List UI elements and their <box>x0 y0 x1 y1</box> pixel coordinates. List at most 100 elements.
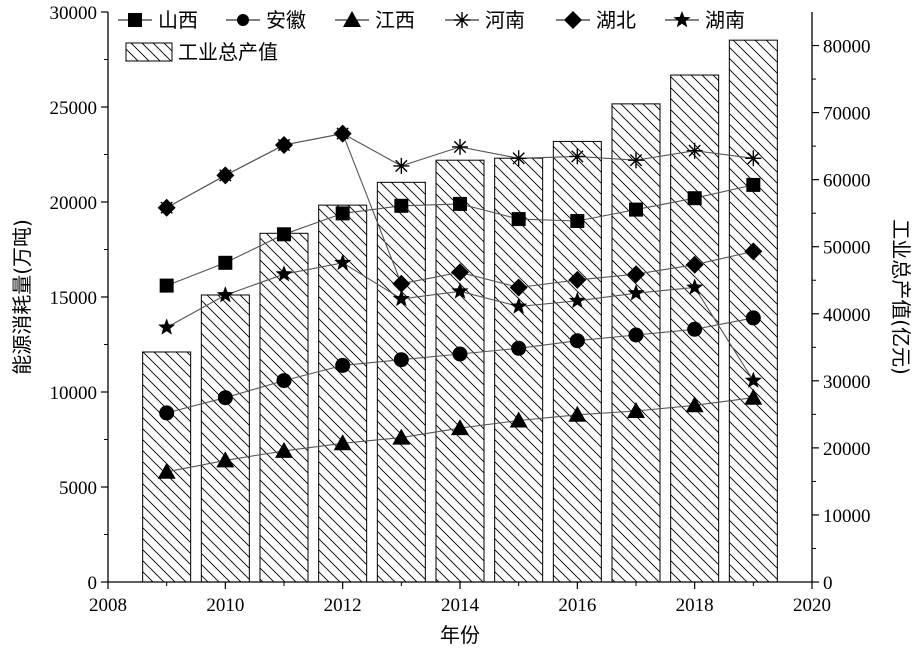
left-y-axis-title: 能源消耗量(万吨) <box>10 219 34 375</box>
point-asterisk-2015 <box>510 150 527 167</box>
point-square-2019 <box>746 177 761 192</box>
point-asterisk-2017 <box>628 152 644 169</box>
right-y-tick-label: 0 <box>823 573 833 594</box>
point-square-2011 <box>277 227 291 242</box>
point-diamond-2012 <box>333 124 352 143</box>
point-circle-2009 <box>159 405 175 421</box>
point-star-2014 <box>451 282 469 299</box>
point-square-2015 <box>511 212 526 227</box>
point-star-2011 <box>275 265 293 282</box>
legend-label: 山西 <box>158 8 198 32</box>
point-diamond-2017 <box>627 265 645 284</box>
point-star-2016 <box>568 291 586 309</box>
right-y-tick-label: 10000 <box>823 506 871 527</box>
legend-item-circle: 安徽 <box>226 8 306 32</box>
point-asterisk-2018 <box>686 142 703 159</box>
point-asterisk-2014 <box>452 138 468 155</box>
point-triangle-2009 <box>157 462 176 479</box>
point-square-2017 <box>629 202 643 217</box>
axes-layer: 2008 2010 2012 2014 2016 2018 2020050001000015… <box>50 3 871 616</box>
bar-2017 <box>611 103 661 583</box>
point-circle-2014 <box>452 346 468 362</box>
legend-item-triangle: 江西 <box>335 8 415 32</box>
bar-2012 <box>318 204 368 583</box>
x-axis-title: 年份 <box>440 623 480 647</box>
legend-label: 河南 <box>485 8 525 32</box>
point-triangle-2013 <box>392 428 411 445</box>
point-triangle-2018 <box>685 396 704 413</box>
point-star-2012 <box>334 253 352 271</box>
point-triangle-2016 <box>568 405 587 422</box>
legend-label: 湖南 <box>705 8 745 32</box>
point-square-2018 <box>687 191 702 206</box>
bars-layer <box>142 39 778 583</box>
point-square-2014 <box>453 196 467 211</box>
bar-2014 <box>435 159 485 583</box>
legend-symbol <box>128 13 142 27</box>
right-y-tick-label: 80000 <box>823 37 871 58</box>
legend-symbol <box>564 11 582 29</box>
point-circle-2013 <box>393 352 409 368</box>
point-circle-2015 <box>511 340 527 356</box>
left-y-tick-label: 30000 <box>50 3 98 24</box>
lines-layer <box>157 124 763 479</box>
x-tick-label: 2008 <box>89 595 127 616</box>
point-triangle-2010 <box>216 451 235 468</box>
legend-item-diamond: 湖北 <box>556 8 636 32</box>
legend-symbol <box>454 12 470 28</box>
bar-2016 <box>552 140 602 583</box>
right-y-tick-label: 30000 <box>823 372 871 393</box>
point-triangle-2012 <box>333 434 352 451</box>
legend-label: 湖北 <box>596 8 636 32</box>
point-star-2019 <box>744 371 762 388</box>
right-y-tick-label: 20000 <box>823 439 871 460</box>
x-tick-label: 2018 <box>676 595 714 616</box>
point-triangle-2019 <box>744 388 763 405</box>
legend-bar-swatch <box>125 42 173 62</box>
left-y-tick-label: 5000 <box>59 478 97 499</box>
series-star <box>158 253 762 388</box>
point-diamond-2014 <box>451 263 469 282</box>
point-square-2009 <box>159 278 174 293</box>
point-square-2010 <box>218 255 233 270</box>
point-square-2013 <box>394 198 409 213</box>
x-tick-label: 2020 <box>793 595 831 616</box>
point-circle-2016 <box>569 333 585 349</box>
x-tick-label: 2010 <box>206 595 244 616</box>
point-diamond-2010 <box>216 166 235 185</box>
point-triangle-2011 <box>275 441 293 458</box>
legend-item-asterisk: 河南 <box>445 8 525 32</box>
point-diamond-2018 <box>685 255 704 274</box>
legend-item-star: 湖南 <box>665 8 745 32</box>
point-triangle-2015 <box>509 411 528 428</box>
point-asterisk-2016 <box>569 148 586 165</box>
point-triangle-2017 <box>627 402 645 418</box>
left-y-tick-label: 20000 <box>50 193 98 214</box>
right-y-tick-label: 50000 <box>823 238 871 259</box>
point-asterisk-2013 <box>393 157 410 174</box>
point-square-2016 <box>570 214 585 228</box>
point-star-2018 <box>686 278 704 295</box>
legend-label: 安徽 <box>266 8 306 32</box>
series-circle <box>159 310 761 421</box>
point-circle-2019 <box>745 310 761 326</box>
bar-2013 <box>376 181 426 583</box>
legend-symbol <box>343 11 361 27</box>
legend-label: 工业总产值 <box>178 40 278 64</box>
point-circle-2012 <box>335 357 351 373</box>
point-diamond-2013 <box>392 274 411 293</box>
x-tick-label: 2012 <box>324 595 362 616</box>
point-star-2009 <box>158 318 176 335</box>
point-asterisk-2019 <box>745 150 762 167</box>
point-diamond-2011 <box>275 136 293 154</box>
series-square <box>159 177 761 293</box>
point-triangle-2014 <box>451 419 469 436</box>
point-star-2010 <box>216 286 234 303</box>
legend-symbol <box>237 14 249 26</box>
point-circle-2018 <box>687 321 703 337</box>
legend-item-square: 山西 <box>118 8 198 32</box>
series-diamond <box>157 124 763 297</box>
point-diamond-2019 <box>744 242 763 261</box>
point-diamond-2009 <box>157 198 176 217</box>
